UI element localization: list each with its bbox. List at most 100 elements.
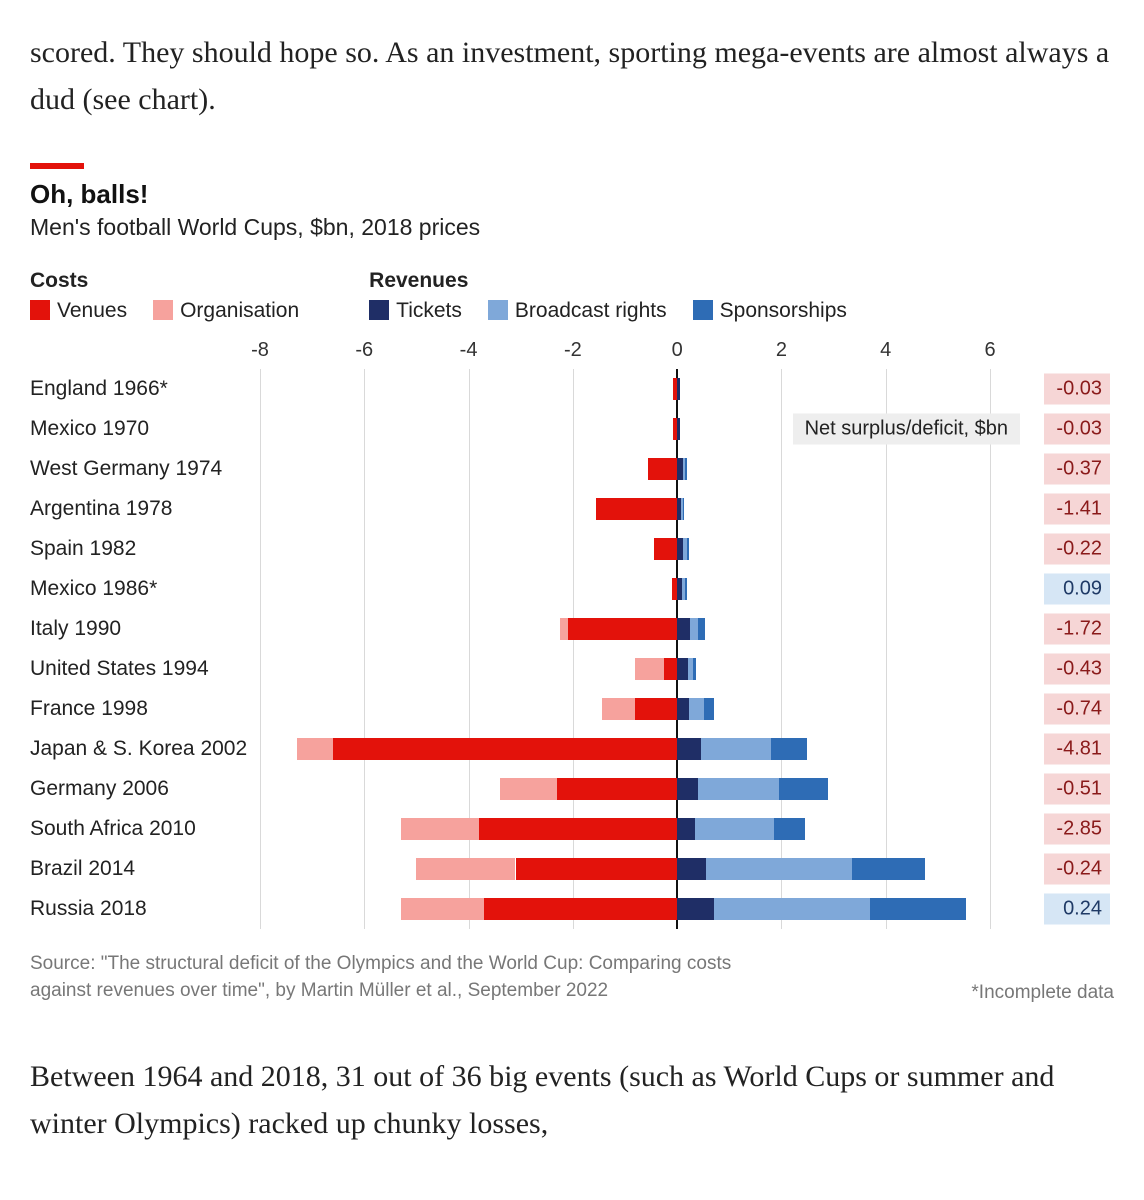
bar-tickets: [677, 418, 680, 440]
bar-broadcast: [706, 858, 852, 880]
article-follow-text: Between 1964 and 2018, 31 out of 36 big …: [30, 1054, 1114, 1147]
table-row: West Germany 1974 -0.37: [30, 449, 1110, 489]
net-value: -4.81: [1044, 734, 1110, 765]
bar-organisation: [401, 818, 479, 840]
bar-venues: [664, 658, 677, 680]
x-tick: -2: [564, 339, 582, 362]
x-tick: -8: [251, 339, 269, 362]
net-value: -0.74: [1044, 694, 1110, 725]
bar-venues: [557, 778, 677, 800]
row-label: France 1998: [30, 697, 148, 721]
x-tick: -4: [460, 339, 478, 362]
net-value: -0.43: [1044, 654, 1110, 685]
bar-sponsorships: [693, 658, 697, 680]
bar-venues: [568, 618, 678, 640]
bar-sponsorships: [698, 618, 705, 640]
row-label: Brazil 2014: [30, 857, 135, 881]
bar-tickets: [677, 658, 687, 680]
chart-title: Oh, balls!: [30, 179, 1114, 210]
table-row: Russia 2018 0.24: [30, 889, 1110, 929]
bar-broadcast: [714, 898, 870, 920]
table-row: Japan & S. Korea 2002 -4.81: [30, 729, 1110, 769]
bar-broadcast: [701, 738, 771, 760]
bar-tickets: [677, 738, 700, 760]
bar-organisation: [602, 698, 636, 720]
bar-sponsorships: [683, 498, 685, 520]
table-row: Mexico 1986* 0.09: [30, 569, 1110, 609]
bar-tickets: [677, 378, 680, 400]
chart-footnote: *Incomplete data: [971, 982, 1114, 1004]
net-value: -0.51: [1044, 774, 1110, 805]
legend-revenues-title: Revenues: [369, 269, 847, 293]
net-value: -0.03: [1044, 374, 1110, 405]
table-row: Italy 1990 -1.72: [30, 609, 1110, 649]
bar-organisation: [297, 738, 334, 760]
row-label: Spain 1982: [30, 537, 136, 561]
net-callout: Net surplus/deficit, $bn: [793, 414, 1020, 445]
bar-venues: [516, 858, 678, 880]
bar-organisation: [401, 898, 484, 920]
world-cup-chart: Oh, balls! Men's football World Cups, $b…: [30, 163, 1114, 1004]
x-axis: -8-6-4-20246: [30, 339, 1110, 369]
bar-tickets: [677, 698, 688, 720]
bar-venues: [479, 818, 677, 840]
chart-accent-rule: [30, 163, 84, 169]
table-row: South Africa 2010 -2.85: [30, 809, 1110, 849]
swatch-tickets: [369, 300, 389, 320]
net-value: 0.09: [1044, 574, 1110, 605]
row-label: Japan & S. Korea 2002: [30, 737, 247, 761]
chart-subtitle: Men's football World Cups, $bn, 2018 pri…: [30, 214, 1114, 241]
row-label: England 1966*: [30, 377, 168, 401]
swatch-sponsorships: [693, 300, 713, 320]
legend-item-broadcast: Broadcast rights: [488, 299, 667, 323]
net-value: -2.85: [1044, 814, 1110, 845]
bar-sponsorships: [685, 458, 687, 480]
legend-item-sponsorships: Sponsorships: [693, 299, 847, 323]
table-row: England 1966* -0.03: [30, 369, 1110, 409]
bar-sponsorships: [779, 778, 828, 800]
x-tick: 2: [776, 339, 787, 362]
legend-item-venues: Venues: [30, 299, 127, 323]
row-label: South Africa 2010: [30, 817, 196, 841]
chart-plot-area: -8-6-4-20246 England 1966*-0.03Mexico 19…: [30, 339, 1110, 929]
table-row: Brazil 2014 -0.24: [30, 849, 1110, 889]
bar-sponsorships: [687, 538, 690, 560]
bar-tickets: [677, 778, 698, 800]
bar-venues: [635, 698, 677, 720]
bar-broadcast: [689, 698, 705, 720]
row-label: West Germany 1974: [30, 457, 222, 481]
table-row: United States 1994-0.43: [30, 649, 1110, 689]
bar-broadcast: [698, 778, 779, 800]
bar-venues: [596, 498, 677, 520]
net-value: 0.24: [1044, 894, 1110, 925]
net-value: -0.37: [1044, 454, 1110, 485]
row-label: Russia 2018: [30, 897, 147, 921]
net-value: -0.03: [1044, 414, 1110, 445]
swatch-venues: [30, 300, 50, 320]
x-tick: 6: [984, 339, 995, 362]
net-value: -1.72: [1044, 614, 1110, 645]
bar-organisation: [416, 858, 515, 880]
bar-tickets: [677, 618, 690, 640]
net-value: -0.22: [1044, 534, 1110, 565]
legend-item-tickets: Tickets: [369, 299, 462, 323]
bar-venues: [654, 538, 677, 560]
row-label: Argentina 1978: [30, 497, 172, 521]
table-row: Mexico 1970-0.03Net surplus/deficit, $bn: [30, 409, 1110, 449]
table-row: Spain 1982 -0.22: [30, 529, 1110, 569]
legend-revenues: Revenues Tickets Broadcast rights Sponsors…: [369, 269, 847, 323]
legend-item-organisation: Organisation: [153, 299, 299, 323]
bar-sponsorships: [685, 578, 687, 600]
net-value: -1.41: [1044, 494, 1110, 525]
bar-tickets: [677, 858, 706, 880]
net-value: -0.24: [1044, 854, 1110, 885]
row-label: Mexico 1986*: [30, 577, 157, 601]
chart-rows: England 1966*-0.03Mexico 1970-0.03Net su…: [30, 369, 1110, 929]
row-label: Italy 1990: [30, 617, 121, 641]
bar-sponsorships: [704, 698, 714, 720]
bar-organisation: [635, 658, 664, 680]
swatch-broadcast: [488, 300, 508, 320]
bar-tickets: [677, 898, 714, 920]
legend-costs: Costs VenuesOrganisation: [30, 269, 299, 323]
bar-sponsorships: [774, 818, 805, 840]
